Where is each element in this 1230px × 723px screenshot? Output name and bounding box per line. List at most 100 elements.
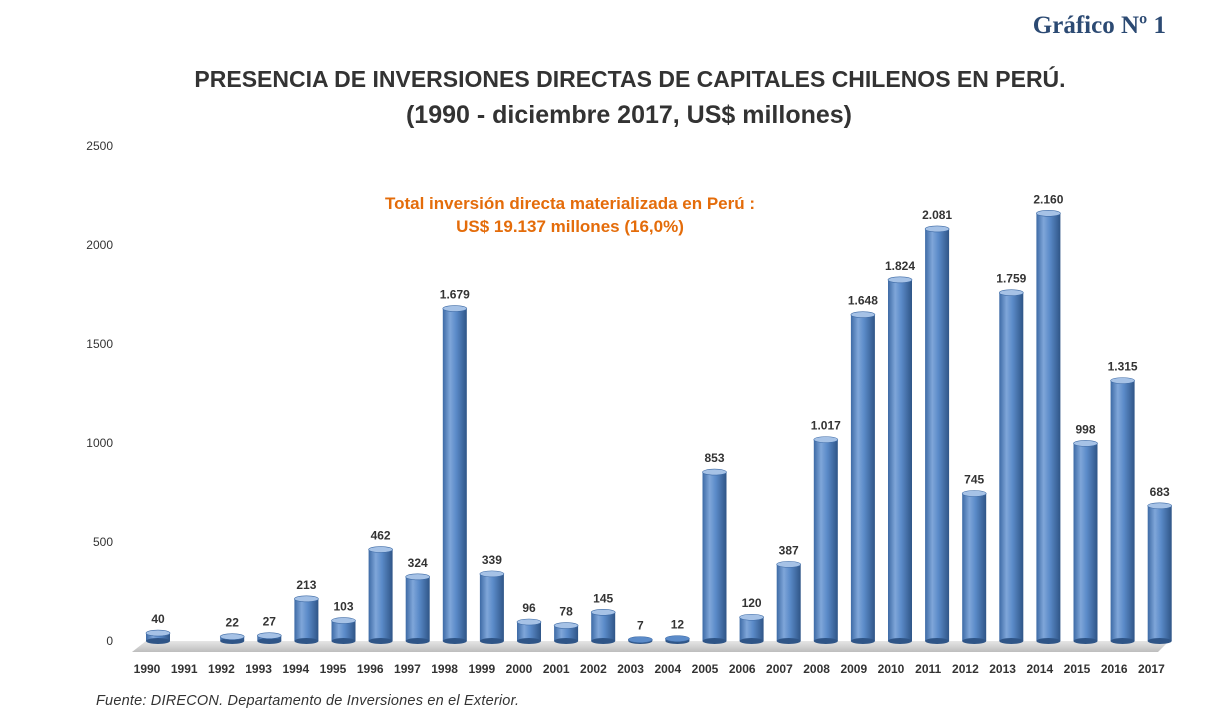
bar-body — [776, 564, 801, 641]
bar-body — [517, 621, 541, 641]
bar-body — [962, 493, 987, 641]
data-label: 1.679 — [440, 288, 470, 302]
x-tick-label: 2002 — [580, 662, 607, 676]
bar-base — [405, 638, 430, 644]
bar-top — [1036, 210, 1061, 217]
bar-base — [294, 638, 319, 644]
bar-base — [813, 638, 838, 644]
bar-base — [1147, 638, 1172, 644]
data-label: 387 — [779, 543, 799, 557]
bar-top — [516, 618, 542, 626]
bar-base — [739, 638, 764, 644]
bar-2001 — [553, 622, 579, 644]
bar-1997 — [405, 573, 431, 644]
bar-base — [888, 638, 912, 644]
bar-body — [813, 439, 838, 641]
bar-top — [294, 595, 319, 603]
bar-body — [405, 576, 430, 641]
x-tick-label: 2001 — [543, 662, 570, 676]
bar-top — [590, 608, 616, 616]
data-label: 12 — [671, 618, 685, 632]
bar-body — [850, 314, 875, 641]
bar-body — [554, 625, 579, 641]
bar-body — [146, 633, 170, 641]
x-tick-label: 2012 — [952, 662, 979, 676]
bar-base — [591, 638, 616, 644]
x-tick-label: 1990 — [134, 662, 161, 676]
data-label: 7 — [637, 619, 644, 633]
bar-1993 — [256, 632, 282, 644]
data-label: 78 — [559, 605, 573, 619]
bar-base — [146, 638, 170, 644]
bar-2012 — [961, 490, 987, 644]
annotation-line2: US$ 19.137 millones (16,0%) — [456, 217, 684, 236]
bar-base — [479, 638, 504, 644]
bar-2010 — [887, 276, 913, 644]
x-tick-label: 2016 — [1101, 662, 1128, 676]
data-label: 103 — [333, 600, 353, 614]
data-label: 1.315 — [1108, 360, 1138, 374]
bar-body — [294, 598, 319, 641]
x-tick-label: 2004 — [654, 662, 681, 676]
x-tick-label: 2013 — [989, 662, 1016, 676]
data-label: 22 — [226, 616, 240, 630]
bar-1998 — [442, 305, 468, 644]
data-label: 120 — [742, 596, 762, 610]
bar-top — [702, 468, 727, 476]
data-label: 2.081 — [922, 208, 952, 222]
x-tick-label: 2008 — [803, 662, 830, 676]
bar-2011 — [924, 225, 950, 644]
bar-top — [850, 311, 876, 318]
bar-2007 — [776, 561, 802, 644]
bar-top — [887, 276, 913, 284]
data-label: 998 — [1075, 422, 1095, 436]
bar-series: 40 22 27 213 103 462 324 1.679 339 96 78 145 7 12 853 1… — [145, 192, 1172, 644]
bar-base — [1073, 638, 1098, 644]
bar-1999 — [479, 570, 505, 644]
bar-top — [961, 490, 987, 497]
bar-1995 — [331, 617, 356, 644]
bar-2005 — [702, 468, 727, 644]
chart-number-label: Gráfico Nº 1 — [1032, 12, 1166, 39]
x-tick-label: 2005 — [692, 662, 719, 676]
bar-2006 — [739, 613, 764, 644]
bar-base — [776, 638, 801, 644]
y-tick-label: 2000 — [86, 238, 113, 252]
bar-body — [1036, 213, 1061, 641]
bar-top — [1073, 440, 1098, 447]
bar-body — [925, 228, 950, 641]
x-tick-label: 1991 — [171, 662, 198, 676]
x-tick-label: 1995 — [320, 662, 347, 676]
bar-2016 — [1110, 377, 1135, 644]
bar-base — [554, 638, 579, 644]
x-tick-label: 2000 — [506, 662, 533, 676]
bar-top — [405, 573, 431, 581]
bar-base — [1036, 638, 1061, 644]
bar-top — [479, 570, 505, 578]
bar-chart: 0 500 1000 1500 2000 2500 40 22 27 213 103 462 324 1… — [86, 139, 1172, 676]
bar-top — [1147, 502, 1172, 510]
bar-2014 — [1036, 210, 1061, 644]
bar-base — [850, 638, 875, 644]
bar-1990 — [145, 629, 171, 644]
x-axis: 1990 1991 1992 1993 1994 1995 1996 1997 1998 1999… — [134, 662, 1165, 676]
bar-body — [888, 279, 912, 641]
bar-body — [591, 612, 616, 641]
data-label: 2.160 — [1033, 192, 1063, 206]
x-tick-label: 2009 — [840, 662, 867, 676]
bar-top — [665, 635, 690, 642]
bar-body — [739, 617, 764, 641]
bar-top — [256, 632, 282, 639]
x-tick-label: 2010 — [878, 662, 905, 676]
bar-top — [219, 633, 245, 640]
y-tick-label: 500 — [93, 535, 113, 549]
x-tick-label: 1996 — [357, 662, 384, 676]
data-label: 40 — [151, 612, 165, 626]
bar-base — [702, 638, 727, 644]
bar-2008 — [813, 436, 839, 644]
x-tick-label: 2006 — [729, 662, 756, 676]
x-tick-label: 2003 — [617, 662, 644, 676]
x-tick-label: 1998 — [431, 662, 458, 676]
x-tick-label: 1993 — [245, 662, 272, 676]
data-label: 96 — [522, 601, 536, 615]
